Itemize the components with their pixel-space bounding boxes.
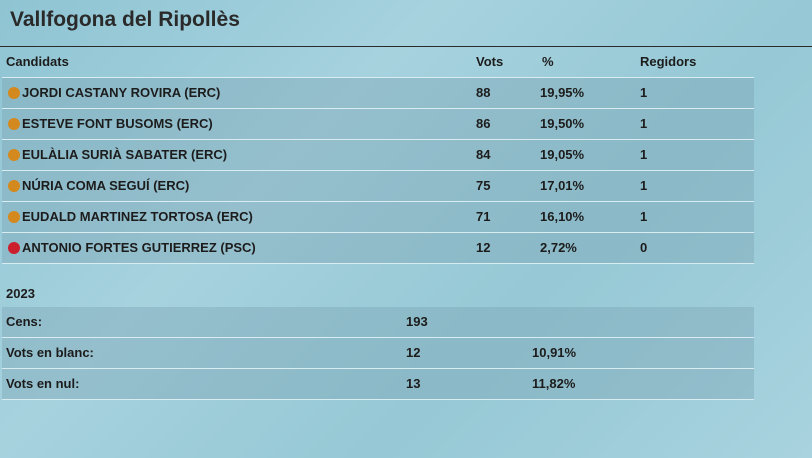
candidate-seats: 1 [640,178,648,193]
party-color-dot [8,149,20,161]
candidate-votes: 75 [476,178,491,193]
summary-row: Vots en nul: 13 11,82% [2,369,754,400]
candidate-name: EULÀLIA SURIÀ SABATER (ERC) [22,147,228,162]
candidate-percent: 19,95% [540,85,585,100]
party-color-dot [8,118,20,130]
summary-row: Vots en blanc: 12 10,91% [2,338,754,369]
candidate-seats: 0 [640,240,648,255]
candidate-votes: 84 [476,147,491,162]
candidate-row: NÚRIA COMA SEGUÍ (ERC) 75 17,01% 1 [2,171,754,202]
summary-label: Cens: [6,314,43,329]
party-color-dot [8,242,20,254]
summary-year: 2023 [6,286,35,301]
candidate-seats: 1 [640,147,648,162]
candidate-votes: 88 [476,85,491,100]
page-title: Vallfogona del Ripollès [10,8,240,31]
candidate-row: ESTEVE FONT BUSOMS (ERC) 86 19,50% 1 [2,109,754,140]
candidate-percent: 17,01% [540,178,585,193]
candidate-row: EUDALD MARTINEZ TORTOSA (ERC) 71 16,10% 1 [2,202,754,233]
summary-percent: 10,91% [532,345,577,360]
candidate-votes: 71 [476,209,491,224]
summary-label: Vots en blanc: [6,345,94,360]
candidate-name: JORDI CASTANY ROVIRA (ERC) [22,85,221,100]
candidate-percent: 19,50% [540,116,585,131]
party-color-dot [8,87,20,99]
candidate-name: EUDALD MARTINEZ TORTOSA (ERC) [22,209,253,224]
candidate-seats: 1 [640,209,648,224]
summary-table: Cens: 193 Vots en blanc: 12 10,91% Vots en nu… [2,307,754,400]
column-header-seats: Regidors [640,54,697,69]
candidate-seats: 1 [640,116,648,131]
results-table: Candidats Vots % Regidors JORDI CASTANY … [2,47,754,264]
candidate-name: NÚRIA COMA SEGUÍ (ERC) [22,178,190,193]
summary-label: Vots en nul: [6,376,80,391]
candidate-votes: 12 [476,240,491,255]
candidate-row: ANTONIO FORTES GUTIERREZ (PSC) 12 2,72% 0 [2,233,754,264]
candidate-name: ANTONIO FORTES GUTIERREZ (PSC) [22,240,256,255]
candidate-votes: 86 [476,116,491,131]
candidate-percent: 2,72% [540,240,577,255]
summary-row: Cens: 193 [2,307,754,338]
summary-value: 13 [406,376,421,391]
summary-percent: 11,82% [532,376,576,391]
title-divider [0,46,812,47]
results-header: Candidats Vots % Regidors [2,47,754,78]
party-color-dot [8,211,20,223]
column-header-candidates: Candidats [6,54,69,69]
party-color-dot [8,180,20,192]
candidate-name: ESTEVE FONT BUSOMS (ERC) [22,116,213,131]
candidate-row: EULÀLIA SURIÀ SABATER (ERC) 84 19,05% 1 [2,140,754,171]
candidate-percent: 19,05% [540,147,585,162]
column-header-votes: Vots [476,54,504,69]
candidate-row: JORDI CASTANY ROVIRA (ERC) 88 19,95% 1 [2,78,754,109]
candidate-percent: 16,10% [540,209,585,224]
column-header-percent: % [542,54,554,69]
candidate-seats: 1 [640,85,648,100]
summary-value: 12 [406,345,421,360]
summary-value: 193 [406,314,428,329]
